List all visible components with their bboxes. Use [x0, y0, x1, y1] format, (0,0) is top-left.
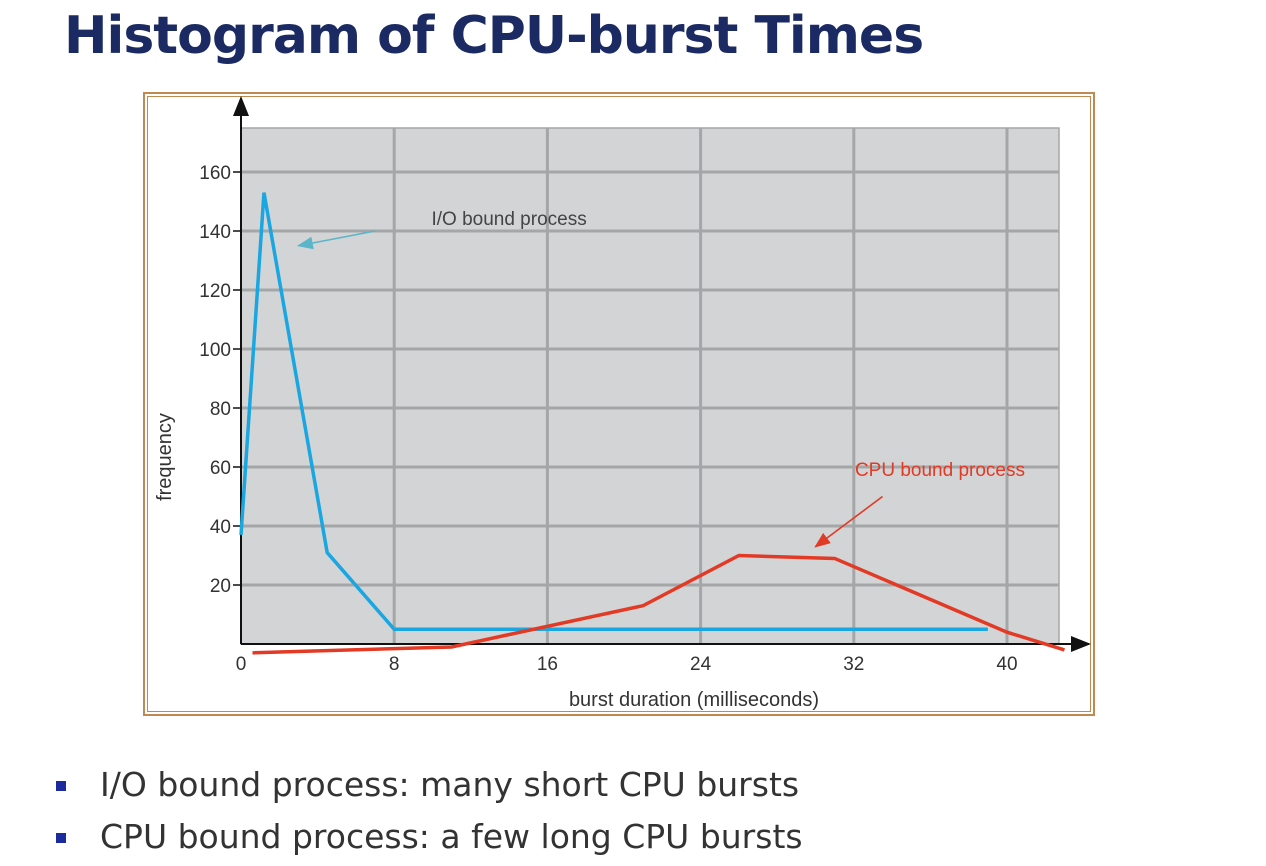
chart-frame: 0 8 16 24 32 40 20 40 60 80 100 120 140 160 burst dura… — [143, 92, 1095, 716]
square-bullet-icon — [56, 833, 66, 843]
plot-area — [240, 127, 1060, 645]
y-tick-label: 20 — [210, 576, 231, 597]
io-annotation-arrow — [296, 230, 376, 250]
x-tick-label: 16 — [537, 654, 558, 675]
y-tick-label: 120 — [199, 281, 231, 302]
y-tick-label: 40 — [210, 517, 231, 538]
cpu-annotation-arrow — [814, 495, 884, 548]
y-tick-label: 100 — [199, 340, 231, 361]
x-axis-label: burst duration (milliseconds) — [569, 689, 819, 711]
y-tick-label: 60 — [210, 458, 231, 479]
slide-title: Histogram of CPU-burst Times — [64, 6, 924, 66]
burst-histogram-chart: 0 8 16 24 32 40 20 40 60 80 100 120 140 160 burst dura… — [154, 96, 1091, 711]
x-tick-label: 32 — [843, 654, 864, 675]
io-bound-series-line — [239, 192, 988, 631]
x-tick-label: 0 — [236, 654, 247, 675]
cpu-bound-series-line — [252, 553, 1065, 655]
x-tick-label: 40 — [996, 654, 1017, 675]
square-bullet-icon — [56, 781, 66, 791]
bullet-text: I/O bound process: many short CPU bursts — [100, 765, 800, 804]
io-annotation-label: I/O bound process — [431, 209, 586, 230]
x-tick-label: 8 — [389, 654, 400, 675]
bullet-cpu-bound: CPU bound process: a few long CPU bursts — [52, 812, 803, 864]
bullet-io-bound: I/O bound process: many short CPU bursts — [52, 760, 803, 812]
y-tick-label: 80 — [210, 399, 231, 420]
cpu-annotation-label: CPU bound process — [855, 460, 1025, 481]
y-tick-label: 160 — [199, 163, 231, 184]
y-axis-label: frequency — [154, 413, 176, 501]
bullet-text: CPU bound process: a few long CPU bursts — [100, 817, 803, 856]
x-tick-label: 24 — [690, 654, 712, 675]
chart-frame-inner — [147, 96, 1091, 712]
y-tick-label: 140 — [199, 222, 231, 243]
bullet-list: I/O bound process: many short CPU bursts… — [52, 760, 803, 864]
